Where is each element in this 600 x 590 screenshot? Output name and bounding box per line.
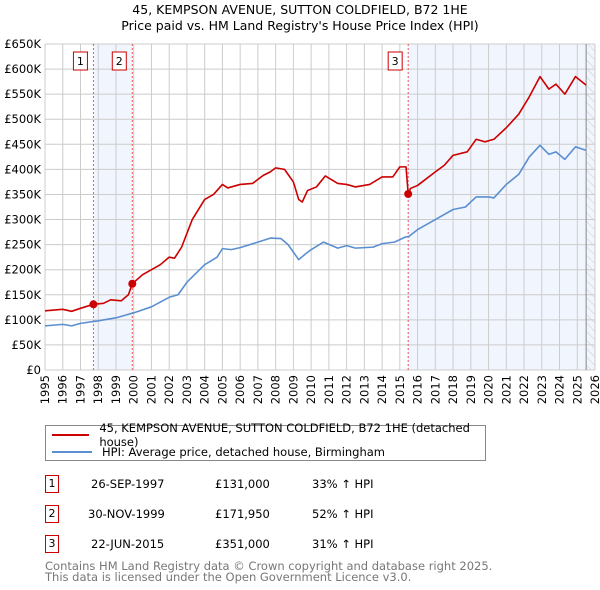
sale-point xyxy=(404,189,413,198)
y-tick-label: £300K xyxy=(4,213,41,227)
x-tick-label: 2003 xyxy=(180,375,194,404)
x-tick-label: 2024 xyxy=(553,375,567,404)
transaction-number: 3 xyxy=(45,535,59,553)
sale-point xyxy=(128,279,137,288)
x-tick-label: 1999 xyxy=(109,375,123,404)
transaction-date: 30-NOV-1999 xyxy=(88,507,165,521)
x-tick-label: 2020 xyxy=(482,375,496,404)
x-tick-label: 2001 xyxy=(144,375,158,404)
sale-label-box xyxy=(111,51,127,71)
x-tick-label: 2017 xyxy=(428,375,442,404)
x-tick-label: 2013 xyxy=(357,375,371,404)
forecast-hatch xyxy=(586,44,595,370)
legend-item-property: 45, KEMPSON AVENUE, SUTTON COLDFIELD, B7… xyxy=(46,421,485,449)
transaction-date: 22-JUN-2015 xyxy=(91,537,165,551)
x-tick-label: 1996 xyxy=(56,375,70,404)
x-tick-label: 2005 xyxy=(215,375,229,404)
sale-point xyxy=(89,300,98,309)
sale-label-box xyxy=(72,51,88,71)
y-tick-label: £100K xyxy=(4,313,41,327)
x-tick-label: 2021 xyxy=(499,375,513,404)
x-tick-label: 2007 xyxy=(251,375,265,404)
y-tick-label: £650K xyxy=(4,37,41,51)
property-price-line xyxy=(44,75,587,313)
x-tick-label: 1995 xyxy=(38,375,52,404)
transaction-price: £171,950 xyxy=(215,507,270,521)
transaction-price: £131,000 xyxy=(215,477,270,491)
x-tick-label: 2012 xyxy=(340,375,354,404)
legend-item-hpi: HPI: Average price, detached house, Birm… xyxy=(46,444,385,460)
x-tick-label: 2010 xyxy=(304,375,318,404)
y-tick-label: £350K xyxy=(4,187,41,201)
x-tick-label: 2016 xyxy=(411,375,425,404)
y-tick-label: £0 xyxy=(26,363,41,377)
footer-licence: This data is licensed under the Open Gov… xyxy=(45,570,412,584)
sale-label: 1 xyxy=(77,55,84,68)
transaction-hpi: 52% ↑ HPI xyxy=(312,507,374,521)
footer-copyright: Contains HM Land Registry data © Crown c… xyxy=(45,559,493,573)
x-tick-label: 2006 xyxy=(233,375,247,404)
y-tick-label: £150K xyxy=(4,288,41,302)
x-tick-label: 2004 xyxy=(198,375,212,404)
x-tick-label: 2011 xyxy=(322,375,336,404)
legend-swatch-red xyxy=(52,434,90,436)
x-tick-label: 2025 xyxy=(570,375,584,404)
chart-subtitle: Price paid vs. HM Land Registry's House … xyxy=(121,18,479,33)
sale-label-box xyxy=(387,51,403,71)
y-tick-label: £50K xyxy=(12,338,42,352)
transaction-price: £351,000 xyxy=(215,537,270,551)
sale-label: 2 xyxy=(116,55,123,68)
x-tick-label: 1997 xyxy=(73,375,87,404)
y-tick-label: £450K xyxy=(4,137,41,151)
x-tick-label: 2015 xyxy=(393,375,407,404)
y-tick-label: £400K xyxy=(4,162,41,176)
legend: 45, KEMPSON AVENUE, SUTTON COLDFIELD, B7… xyxy=(45,421,486,461)
transaction-number: 1 xyxy=(45,475,59,493)
x-tick-label: 2019 xyxy=(464,375,478,404)
sale-label: 3 xyxy=(392,55,399,68)
chart-title: 45, KEMPSON AVENUE, SUTTON COLDFIELD, B7… xyxy=(132,2,468,17)
shaded-period xyxy=(408,44,595,370)
y-tick-label: £200K xyxy=(4,263,41,277)
legend-swatch-blue xyxy=(52,451,92,453)
transaction-hpi: 33% ↑ HPI xyxy=(312,477,374,491)
price-chart: 1995 1996 1997 1998 1999 2000 2001 2002 2003 2004… xyxy=(4,37,600,404)
x-tick-label: 2000 xyxy=(127,375,141,404)
x-tick-label: 2008 xyxy=(269,375,283,404)
y-tick-label: £500K xyxy=(4,112,41,126)
y-tick-label: £550K xyxy=(4,87,41,101)
y-tick-label: £600K xyxy=(4,62,41,76)
x-tick-label: 2022 xyxy=(517,375,531,404)
x-tick-label: 1998 xyxy=(91,375,105,404)
transaction-row: 2 30-NOV-1999 £171,950 52% ↑ HPI xyxy=(45,505,495,525)
transaction-row: 3 22-JUN-2015 £351,000 31% ↑ HPI xyxy=(45,535,495,555)
legend-label-property: 45, KEMPSON AVENUE, SUTTON COLDFIELD, B7… xyxy=(99,421,470,449)
x-tick-label: 2018 xyxy=(446,375,460,404)
transaction-date: 26-SEP-1997 xyxy=(91,477,165,491)
x-tick-label: 2014 xyxy=(375,375,389,404)
transaction-hpi: 31% ↑ HPI xyxy=(312,537,374,551)
x-tick-label: 2026 xyxy=(588,375,600,404)
x-tick-label: 2023 xyxy=(535,375,549,404)
transaction-number: 2 xyxy=(45,505,59,523)
hpi-line xyxy=(44,144,587,327)
x-tick-label: 2009 xyxy=(286,375,300,404)
x-tick-label: 2002 xyxy=(162,375,176,404)
y-tick-label: £250K xyxy=(4,238,41,252)
legend-label-hpi: HPI: Average price, detached house, Birm… xyxy=(102,445,386,459)
transaction-row: 1 26-SEP-1997 £131,000 33% ↑ HPI xyxy=(45,475,495,495)
